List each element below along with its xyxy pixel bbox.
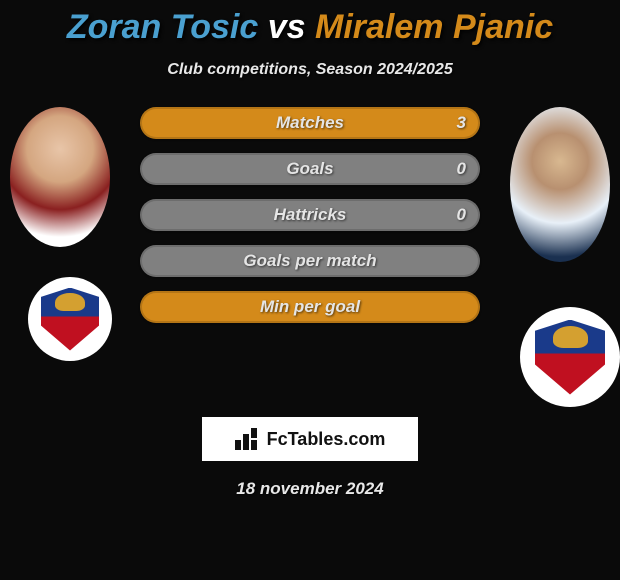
stat-row: Min per goal — [140, 291, 480, 323]
player1-club-logo — [28, 277, 112, 361]
title-player2: Miralem Pjanic — [315, 8, 553, 46]
stat-value-right: 0 — [457, 159, 466, 179]
subtitle: Club competitions, Season 2024/2025 — [0, 61, 620, 79]
stat-label: Hattricks — [274, 205, 347, 225]
player2-club-logo — [520, 307, 620, 407]
stat-row: Goals 0 — [140, 153, 480, 185]
date-text: 18 november 2024 — [0, 479, 620, 499]
stat-value-right: 3 — [457, 113, 466, 133]
title-vs: vs — [258, 8, 315, 46]
club-crest-icon — [535, 320, 605, 395]
stat-row: Matches 3 — [140, 107, 480, 139]
stat-row: Hattricks 0 — [140, 199, 480, 231]
stat-label: Goals per match — [243, 251, 376, 271]
stat-label: Matches — [276, 113, 344, 133]
chart-icon — [235, 428, 261, 450]
stats-table: Matches 3 Goals 0 Hattricks 0 Goals per match M… — [140, 107, 480, 337]
source-badge: FcTables.com — [202, 417, 418, 461]
stat-label: Goals — [286, 159, 333, 179]
content-area: Matches 3 Goals 0 Hattricks 0 Goals per match M… — [0, 107, 620, 407]
title-player1: Zoran Tosic — [67, 8, 258, 46]
source-text: FcTables.com — [267, 429, 386, 450]
player1-photo — [10, 107, 110, 247]
stat-label: Min per goal — [260, 297, 360, 317]
player2-photo — [510, 107, 610, 262]
stat-row: Goals per match — [140, 245, 480, 277]
page-title: Zoran Tosic vs Miralem Pjanic — [0, 0, 620, 47]
stat-value-right: 0 — [457, 205, 466, 225]
club-crest-icon — [41, 288, 100, 351]
